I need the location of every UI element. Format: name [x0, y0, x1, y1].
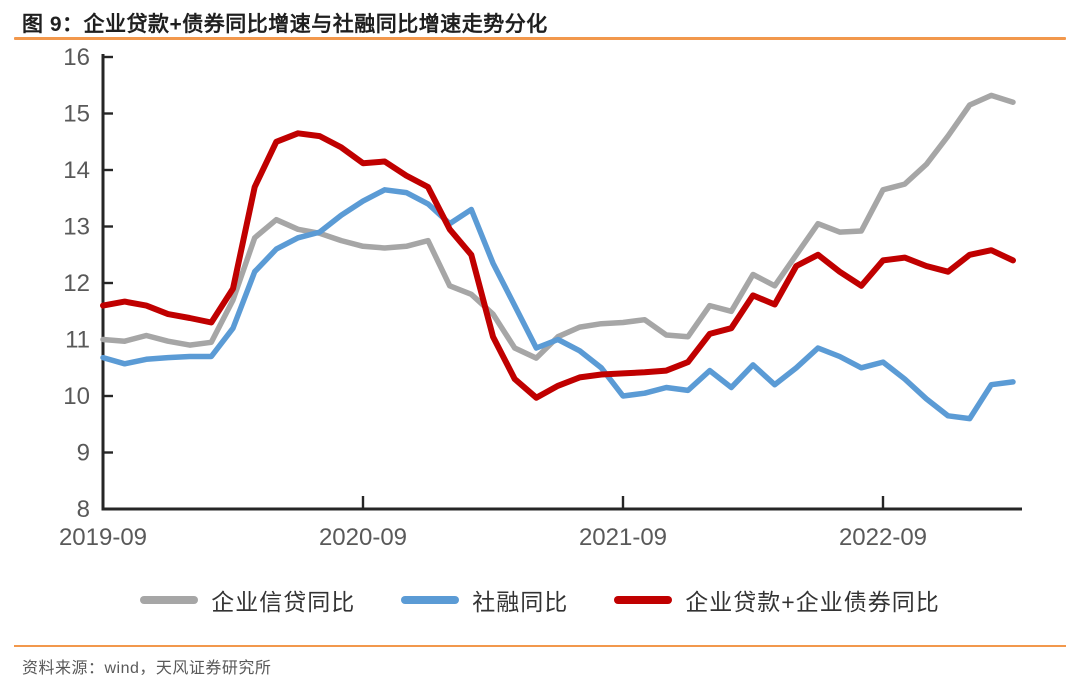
svg-text:14: 14	[63, 157, 90, 184]
legend-swatch-gray-line	[140, 596, 199, 604]
svg-text:10: 10	[63, 383, 90, 410]
svg-text:2022-09: 2022-09	[839, 524, 927, 551]
data-source-note: 资料来源：wind，天风证券研究所	[22, 660, 272, 677]
figure-title: 图 9：企业贷款+债券同比增速与社融同比增速走势分化	[22, 13, 548, 36]
svg-text:8: 8	[77, 496, 90, 523]
trend-line-chart: 8 9 10 11 12 13 14 15 16 2019-09 2020-09 2021-09 202…	[59, 44, 1022, 551]
chart-legend: 企业信贷同比 社融同比 企业贷款+企业债券同比	[0, 583, 1080, 617]
svg-text:16: 16	[63, 44, 90, 71]
legend-swatch-red-line	[614, 596, 673, 604]
svg-text:13: 13	[63, 214, 90, 241]
svg-text:9: 9	[77, 440, 90, 467]
svg-text:2019-09: 2019-09	[59, 524, 147, 551]
legend-label: 企业信贷同比	[211, 589, 356, 615]
title-underline-rule	[14, 37, 1066, 40]
legend-label: 社融同比	[472, 589, 569, 615]
legend-item-corporate-credit: 企业信贷同比	[140, 583, 355, 617]
legend-label: 企业贷款+企业债券同比	[685, 589, 940, 615]
svg-text:15: 15	[63, 101, 90, 128]
legend-swatch-blue-line	[401, 596, 460, 604]
legend-item-loans-plus-bonds: 企业贷款+企业债券同比	[614, 583, 939, 617]
svg-text:12: 12	[63, 270, 90, 297]
legend-item-social-financing: 社融同比	[401, 583, 568, 617]
svg-text:2020-09: 2020-09	[319, 524, 407, 551]
svg-text:2021-09: 2021-09	[579, 524, 667, 551]
svg-text:11: 11	[65, 327, 90, 354]
footer-rule	[14, 645, 1066, 647]
